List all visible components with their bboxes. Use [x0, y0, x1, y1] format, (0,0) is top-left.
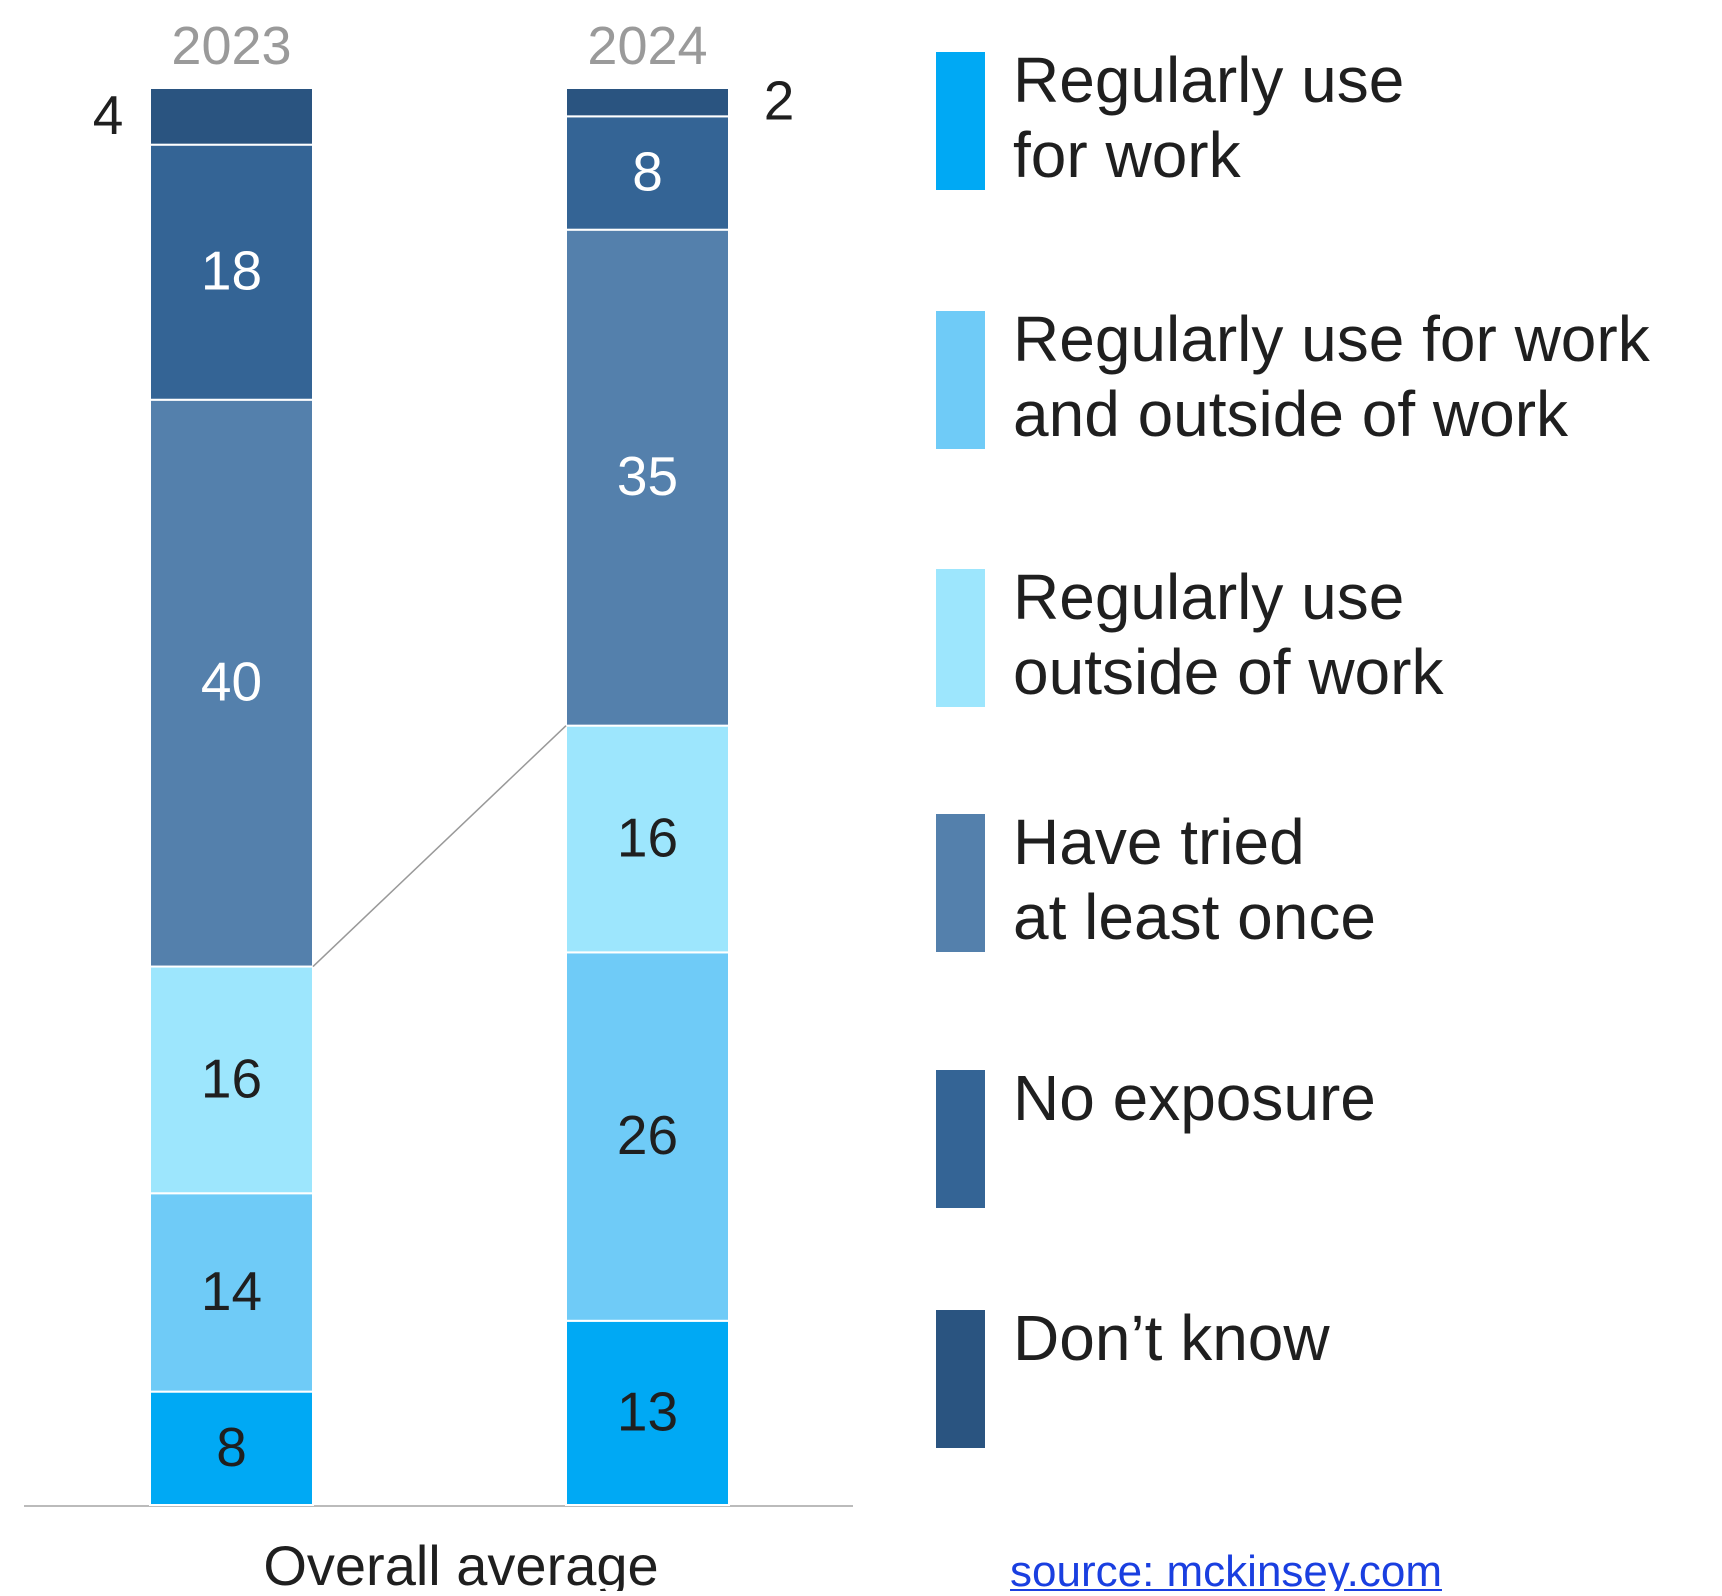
data-label: 8	[632, 141, 663, 203]
bar-segment	[565, 724, 730, 954]
legend-label: Regularly use for work	[1013, 44, 1422, 191]
bar-segment	[149, 398, 314, 968]
bar-segment	[565, 87, 730, 118]
data-label: 16	[617, 807, 678, 869]
bar-segment	[149, 87, 314, 146]
x-tick-label: 2024	[587, 16, 707, 76]
legend-label: Don’t know	[1013, 1302, 1330, 1374]
data-label: 2	[764, 70, 795, 132]
data-label: 8	[216, 1416, 247, 1478]
bar-segment	[149, 1390, 314, 1507]
x-axis-label: Overall average	[263, 1534, 658, 1591]
legend-swatch	[936, 311, 985, 449]
bar-segment	[565, 951, 730, 1322]
data-label: 16	[201, 1047, 262, 1109]
legend-swatch	[936, 1310, 985, 1448]
legend-label: Regularly use for work and outside of wo…	[1013, 303, 1667, 450]
data-label: 14	[201, 1260, 262, 1322]
data-label: 4	[93, 84, 124, 146]
legend-label: Regularly use outside of work	[1013, 561, 1444, 708]
data-label: 13	[617, 1380, 678, 1442]
bar-segment	[149, 143, 314, 401]
legend-label: No exposure	[1013, 1062, 1376, 1134]
connector-line	[312, 725, 567, 968]
bar-segment	[565, 115, 730, 231]
legend-swatch	[936, 52, 985, 190]
legend-swatch	[936, 814, 985, 952]
bar-segment	[149, 1192, 314, 1393]
data-label: 18	[201, 240, 262, 302]
data-label: 40	[201, 651, 262, 713]
legend-swatch	[936, 1070, 985, 1208]
bar-segment	[565, 228, 730, 727]
x-tick-label: 2023	[171, 16, 291, 76]
legend-swatch	[936, 569, 985, 707]
source-link[interactable]: source: mckinsey.com	[1010, 1547, 1442, 1596]
data-label: 26	[617, 1104, 678, 1166]
bar-segment	[565, 1319, 730, 1507]
data-label: 35	[617, 445, 678, 507]
legend-label: Have tried at least once	[1013, 806, 1376, 953]
